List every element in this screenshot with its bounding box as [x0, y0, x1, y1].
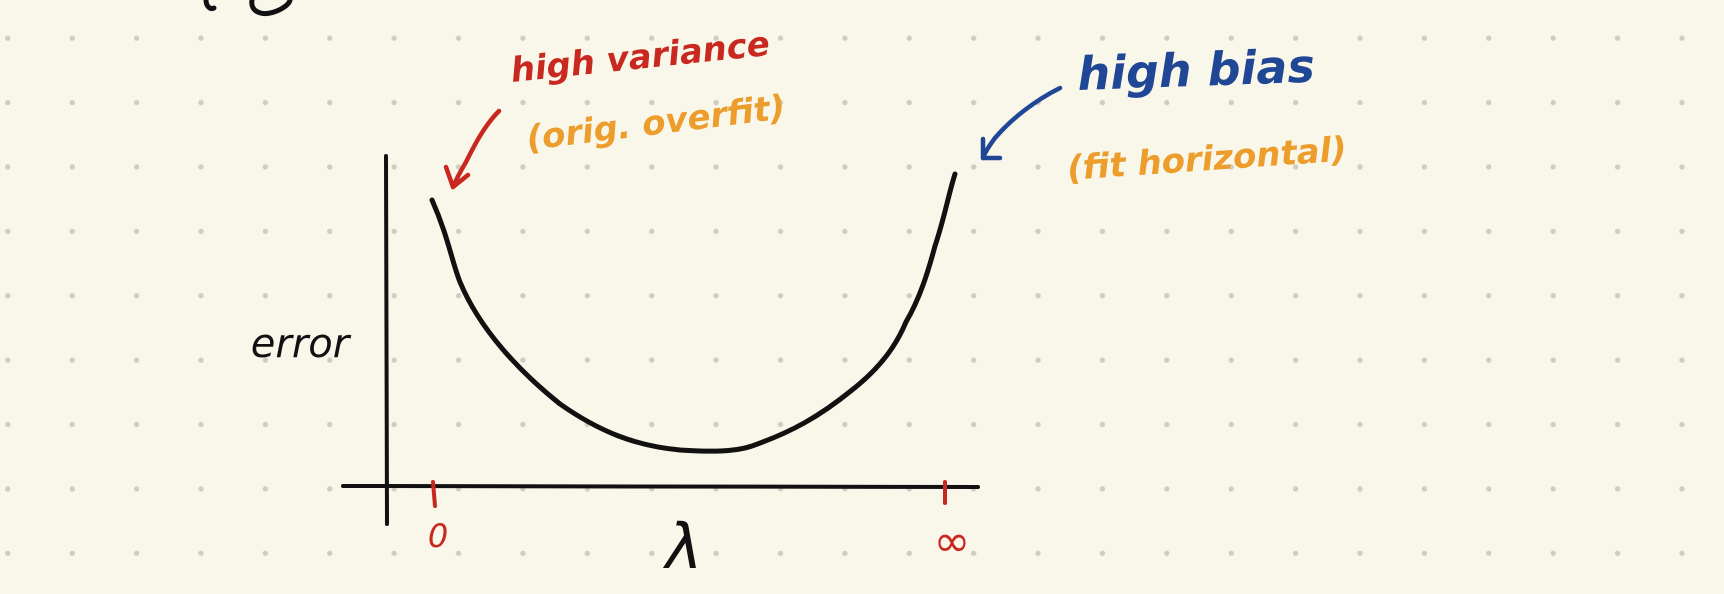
annotation-fit-horizontal: (fit horizontal): [1066, 130, 1348, 189]
cropped-heading-fragment: [203, 0, 293, 16]
arrow-high-bias: [980, 85, 1063, 161]
arrow-high-bias-head: [980, 136, 1003, 161]
arrow-high-variance: [450, 108, 502, 190]
tick-zero: [431, 480, 437, 508]
error-curve: [429, 171, 958, 454]
tick-zero-label: 0: [428, 517, 448, 555]
annotation-high-bias: high bias: [1076, 39, 1315, 101]
x-axis: [341, 484, 980, 489]
tick-infinity-label: ∞: [934, 516, 971, 567]
x-axis-label: λ: [663, 510, 703, 583]
y-axis: [384, 154, 389, 526]
arrow-high-variance-head: [443, 164, 471, 190]
annotation-high-variance: high variance: [509, 24, 772, 91]
annotation-orig-overfit: (orig. overfit): [524, 88, 787, 159]
y-axis-label: error: [251, 321, 352, 367]
